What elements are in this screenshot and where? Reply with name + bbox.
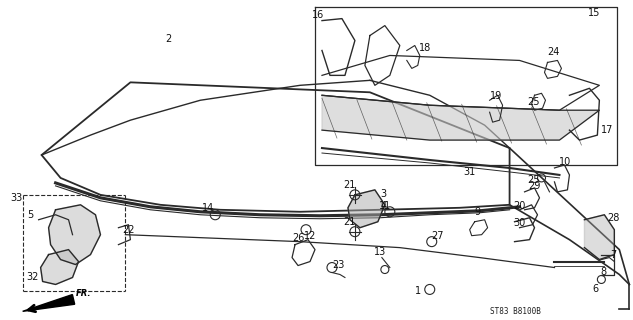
Text: 24: 24 xyxy=(548,47,560,58)
Text: 2: 2 xyxy=(165,34,172,44)
Text: 27: 27 xyxy=(432,231,444,241)
Text: 31: 31 xyxy=(463,167,476,177)
Text: 17: 17 xyxy=(601,125,613,135)
Text: 29: 29 xyxy=(529,181,541,191)
Text: 21: 21 xyxy=(344,180,356,190)
Text: 30: 30 xyxy=(513,218,525,228)
Text: 25: 25 xyxy=(527,175,540,185)
Text: 26: 26 xyxy=(292,233,304,243)
Text: 9: 9 xyxy=(475,207,480,217)
Text: 22: 22 xyxy=(122,225,135,235)
Text: 16: 16 xyxy=(312,10,324,20)
Text: 3: 3 xyxy=(381,189,387,199)
Polygon shape xyxy=(41,250,78,284)
Text: 13: 13 xyxy=(373,247,386,257)
Text: 33: 33 xyxy=(11,193,23,203)
Text: 1: 1 xyxy=(415,286,421,296)
Polygon shape xyxy=(348,190,385,228)
Text: 32: 32 xyxy=(27,273,39,283)
Text: 4: 4 xyxy=(381,201,387,211)
Text: 7: 7 xyxy=(610,250,617,260)
Text: 5: 5 xyxy=(27,210,34,220)
Polygon shape xyxy=(584,215,615,260)
Polygon shape xyxy=(23,294,75,311)
Text: 6: 6 xyxy=(592,284,598,294)
Text: 20: 20 xyxy=(513,201,526,211)
Text: 28: 28 xyxy=(607,213,620,223)
Polygon shape xyxy=(49,205,101,265)
Text: ST83 B8100B: ST83 B8100B xyxy=(489,307,541,316)
Text: 10: 10 xyxy=(560,157,572,167)
Text: 23: 23 xyxy=(332,260,344,269)
Text: 12: 12 xyxy=(304,231,316,241)
Polygon shape xyxy=(322,95,599,140)
Text: 11: 11 xyxy=(379,201,391,211)
Text: FR.: FR. xyxy=(75,289,91,299)
Text: 21: 21 xyxy=(344,217,356,227)
Text: 18: 18 xyxy=(418,44,431,53)
Text: 19: 19 xyxy=(489,91,502,101)
Text: 25: 25 xyxy=(527,97,540,107)
Text: 14: 14 xyxy=(202,203,215,213)
Text: 15: 15 xyxy=(588,8,601,18)
Text: 8: 8 xyxy=(600,267,606,276)
